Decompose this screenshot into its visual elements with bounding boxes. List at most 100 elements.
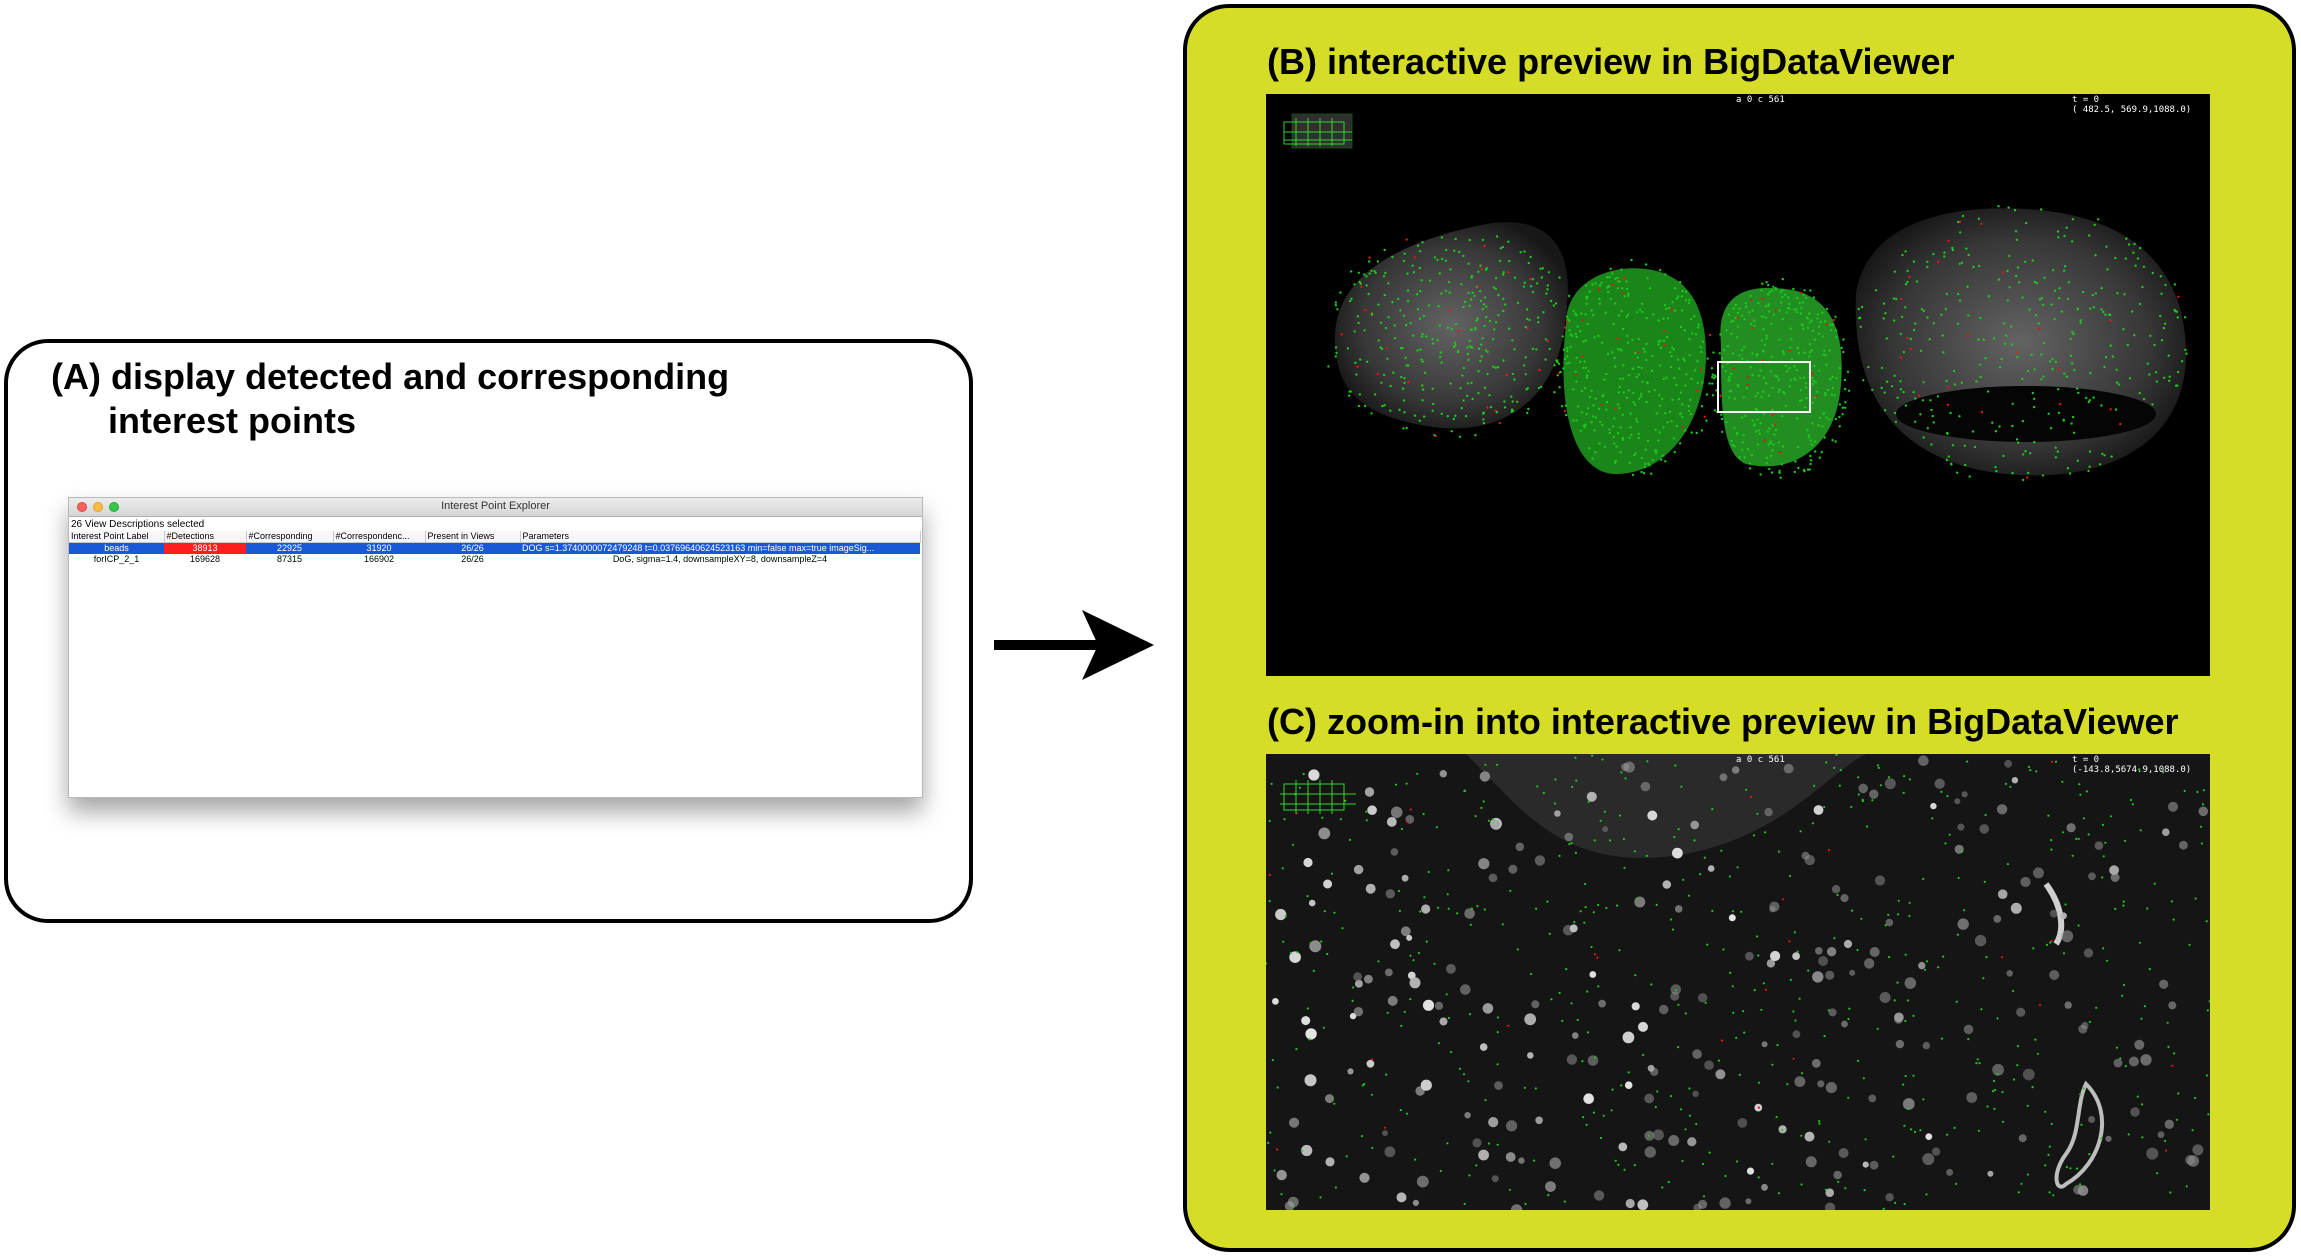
interest-point	[1977, 217, 1981, 220]
interest-point	[2041, 474, 2045, 477]
interest-point	[2087, 833, 2090, 836]
maximize-icon[interactable]	[109, 502, 119, 512]
interest-point	[1734, 303, 1737, 307]
interest-point	[1688, 338, 1691, 341]
interest-point	[1507, 327, 1511, 330]
interest-point	[1365, 275, 1368, 278]
interest-point	[1363, 329, 1366, 332]
interest-point	[1826, 388, 1830, 392]
zoom-region-box[interactable]	[1717, 361, 1811, 413]
interest-point	[1474, 434, 1477, 437]
interest-point	[1334, 304, 1337, 307]
interest-point	[2100, 1137, 2103, 1140]
interest-point	[1416, 244, 1420, 247]
interest-point	[1834, 315, 1837, 318]
interest-point	[1653, 389, 1656, 392]
nucleus	[2128, 1056, 2139, 1067]
interest-point	[1701, 1162, 1705, 1166]
nucleus	[1957, 823, 1965, 831]
interest-point	[1740, 416, 1744, 419]
interest-point	[1594, 282, 1597, 285]
interest-point	[1661, 397, 1664, 400]
close-icon[interactable]	[77, 502, 87, 512]
interest-point	[1296, 951, 1299, 954]
interest-point	[1743, 317, 1746, 321]
interest-point	[1857, 307, 1860, 311]
interest-point	[1731, 352, 1735, 355]
interest-point	[1958, 415, 1961, 418]
bigdataviewer-preview[interactable]: a 0 c 561 t = 0 ( 482.5, 569.9,1088.0)	[1266, 94, 2210, 676]
interest-point	[1576, 405, 1580, 408]
interest-point	[1558, 276, 1561, 279]
interest-point	[2024, 260, 2027, 263]
interest-point	[1877, 766, 1880, 769]
interest-point	[1678, 281, 1682, 284]
interest-point	[2095, 1006, 2098, 1009]
interest-point	[1770, 471, 1774, 474]
interest-point	[1806, 468, 1810, 471]
interest-point	[1583, 360, 1586, 363]
nucleus	[2066, 823, 2076, 833]
interest-point	[2114, 907, 2117, 910]
interest-point	[1943, 255, 1946, 258]
interest-point	[1672, 437, 1676, 440]
minimize-icon[interactable]	[93, 502, 103, 512]
table-row[interactable]: beads 38913 22925 31920 26/26 DOG s=1.37…	[69, 542, 920, 554]
interest-point	[2163, 376, 2166, 379]
interest-point	[1809, 439, 1812, 442]
interest-point	[1771, 289, 1774, 292]
interest-point	[2024, 221, 2028, 225]
interest-point	[1339, 291, 1342, 294]
interest-point	[1393, 337, 1397, 340]
nucleus	[1494, 1081, 1503, 1090]
column-header-parameters[interactable]: Parameters	[520, 531, 921, 543]
interest-point	[1658, 394, 1661, 397]
interest-point	[1682, 878, 1685, 881]
interest-point	[1771, 409, 1774, 412]
interest-point	[1696, 389, 1699, 392]
interest-point	[1440, 412, 1443, 415]
interest-point	[1977, 338, 1980, 341]
interest-point	[1526, 327, 1529, 330]
interest-point	[1416, 308, 1420, 311]
interest-point	[1788, 366, 1791, 370]
interest-point	[1413, 256, 1416, 259]
interest-point	[2121, 994, 2124, 997]
interest-point	[1542, 791, 1545, 795]
interest-point	[1684, 299, 1688, 302]
interest-point	[1549, 299, 1553, 303]
interest-point	[1857, 793, 1860, 796]
column-header-present[interactable]: Present in Views	[425, 531, 521, 543]
interest-point	[1850, 805, 1853, 808]
column-header-label[interactable]: Interest Point Label	[69, 531, 165, 543]
bigdataviewer-zoom-preview[interactable]: a 0 c 561 t = 0 (-143.8,5674.9,1088.0)	[1266, 754, 2210, 1210]
column-header-detections[interactable]: #Detections	[164, 531, 247, 543]
table-row[interactable]: forICP_2_1 169628 87315 166902 26/26 DoG…	[69, 554, 920, 565]
nucleus	[1862, 1161, 1869, 1168]
nucleus	[1434, 1001, 1444, 1010]
interest-point	[1618, 406, 1621, 410]
interest-point	[1349, 299, 1352, 303]
interest-point	[1967, 253, 1970, 257]
interest-point	[1403, 381, 1406, 385]
interest-point	[1828, 377, 1832, 381]
column-header-correspondences[interactable]: #Correspondenc...	[333, 531, 426, 543]
interest-point	[1503, 400, 1506, 403]
interest-point	[1516, 400, 1519, 403]
interest-point	[1979, 375, 1982, 379]
interest-point	[1947, 455, 1950, 458]
window-titlebar[interactable]: Interest Point Explorer	[69, 498, 922, 517]
column-header-corresponding[interactable]: #Corresponding	[246, 531, 334, 543]
interest-point	[1631, 367, 1634, 370]
interest-point	[1529, 255, 1532, 259]
interest-point	[2058, 368, 2061, 371]
interest-point	[2071, 218, 2075, 221]
interest-point	[1772, 313, 1776, 316]
interest-point	[1671, 928, 1675, 931]
interest-point	[1762, 350, 1765, 353]
interest-point	[2001, 271, 2005, 274]
interest-point	[1491, 338, 1495, 341]
nucleus	[1400, 926, 1411, 937]
interest-point	[2156, 1172, 2159, 1175]
interest-point	[1930, 408, 1933, 412]
